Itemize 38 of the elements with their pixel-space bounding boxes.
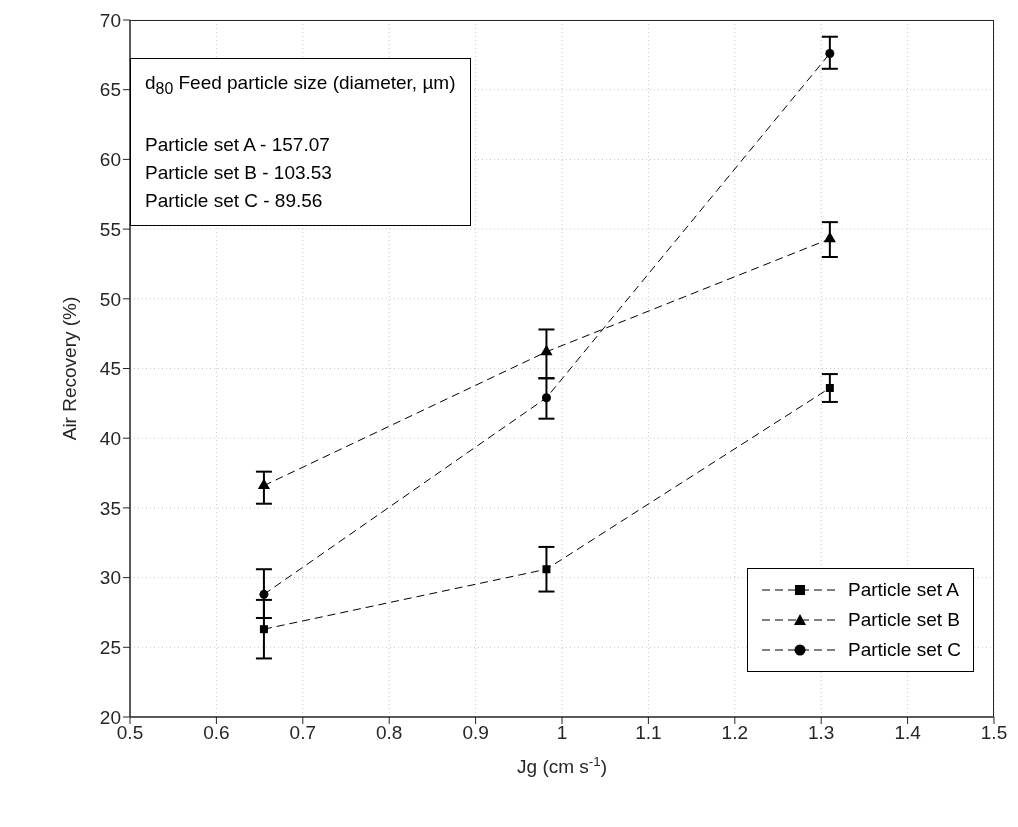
point (823, 231, 836, 243)
point (541, 393, 551, 403)
y-tick-label: 35 (99, 497, 121, 519)
point (259, 625, 268, 634)
y-tick-label: 50 (99, 288, 121, 310)
x-axis-title: Jg (cm s$^{-1}$) (517, 753, 607, 777)
y-tick-label: 70 (99, 9, 121, 31)
x-tick-label: 0.9 (462, 722, 489, 744)
y-tick-label: 60 (99, 149, 121, 171)
point (540, 344, 553, 356)
point (825, 384, 834, 393)
legend-label: Particle set C (848, 638, 961, 662)
legend-label: Particle set A (848, 578, 959, 602)
y-axis-title: Air Recovery (%) (59, 296, 80, 441)
legend-label: Particle set B (848, 608, 960, 632)
y-tick-label: 65 (99, 79, 121, 101)
annotation: Particle set A - 157.07 (145, 132, 331, 157)
annotation: Particle set B - 103.53 (145, 160, 333, 185)
x-tick-label: 1 (556, 722, 568, 744)
x-tick-label: 0.7 (289, 722, 317, 744)
x-tick-label: 1.5 (980, 722, 1008, 744)
y-tick-label: 40 (99, 427, 121, 449)
x-tick-label: 1.4 (894, 722, 922, 744)
y-tick-label: 30 (99, 567, 121, 589)
annotation: d$_{80}$ Feed particle size (diameter, µm) (145, 71, 456, 99)
x-tick-label: 0.8 (375, 722, 403, 744)
x-tick-label: 1.3 (807, 722, 835, 744)
y-tick-label: 55 (99, 218, 121, 240)
x-tick-label: 1.1 (635, 722, 662, 744)
point (259, 589, 269, 599)
y-tick-label: 25 (99, 637, 121, 659)
point (257, 478, 270, 490)
point (825, 48, 835, 58)
x-tick-label: 0.6 (203, 722, 230, 744)
x-tick-label: 1.2 (721, 722, 749, 744)
annotation: Particle set C - 89.56 (145, 188, 324, 213)
point (542, 565, 551, 574)
y-tick-label: 45 (99, 358, 121, 380)
